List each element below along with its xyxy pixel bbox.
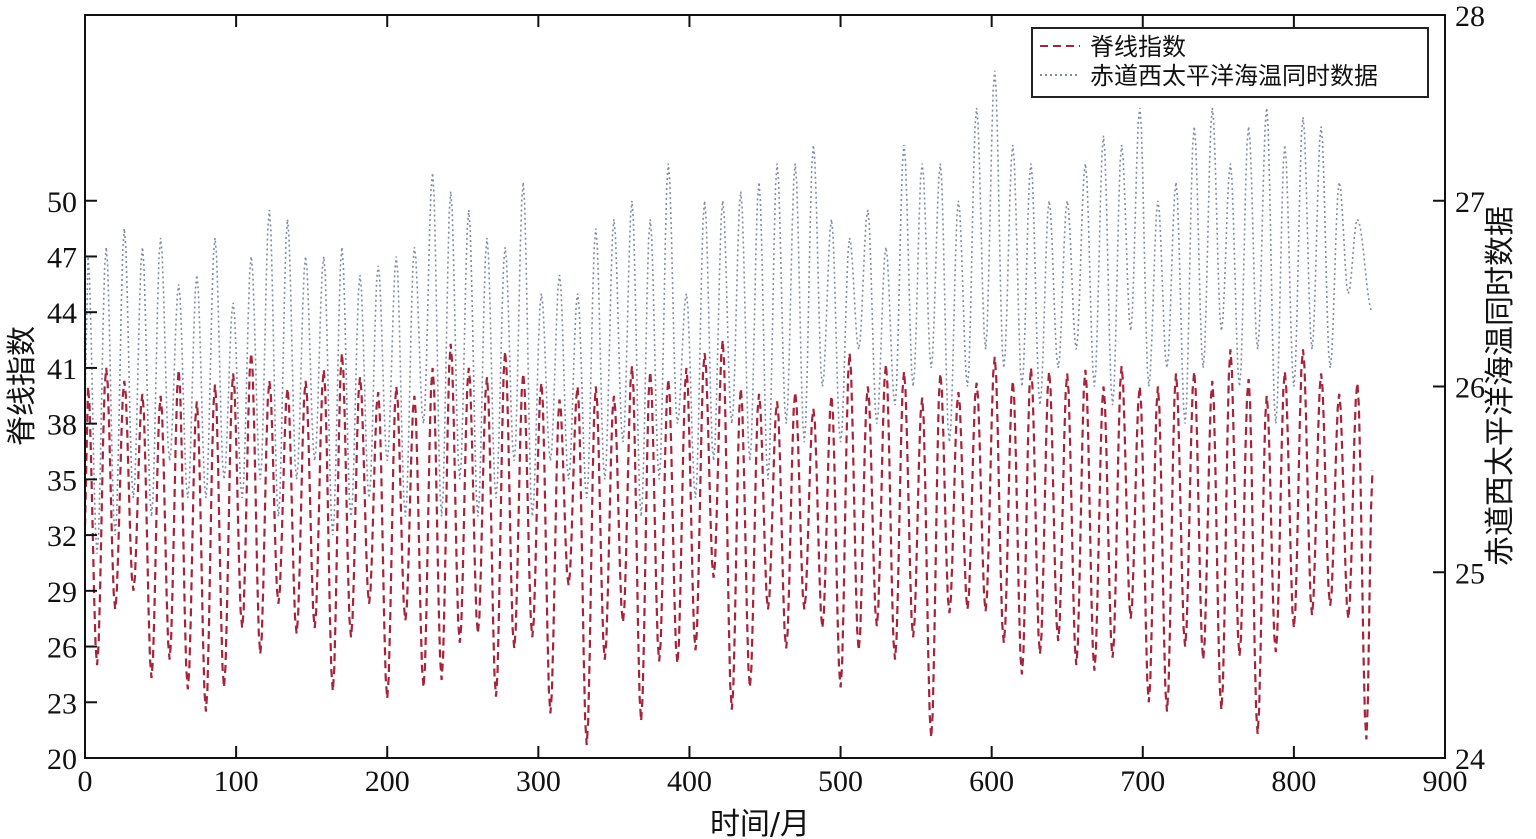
y-left-tick-label: 38 [47,409,77,442]
y-right-tick-label: 25 [1455,557,1485,590]
plot-frame [84,14,1446,759]
series-line-ridge-index [83,339,1374,746]
y-left-tick-label: 44 [47,297,77,330]
x-tick-label: 800 [1271,765,1316,798]
legend: 脊线指数 赤道西太平洋海温同时数据 [1031,27,1429,98]
y-right-tick-label: 24 [1455,743,1485,776]
x-tick-label: 900 [1423,765,1468,798]
y-left-tick-label: 50 [47,186,77,219]
legend-box [1031,27,1429,98]
x-tick-label: 500 [818,765,863,798]
y-left-tick-label: 41 [47,353,77,386]
x-tick-label: 100 [214,765,259,798]
right-axis-label: 赤道西太平洋海温同时数据 [1483,206,1518,566]
left-axis-label: 脊线指数 [5,326,40,446]
y-left-tick-label: 23 [47,687,77,720]
ticks: 0 100 200 300 400 500 600 700 800 900 20 23 26 29 32 35… [47,0,1485,798]
y-left-tick-label: 35 [47,464,77,497]
y-right-tick-label: 28 [1455,0,1485,33]
series-line-sst [84,70,1374,554]
legend-label-sst: 赤道西太平洋海温同时数据 [1090,62,1378,90]
x-tick-label: 200 [365,765,410,798]
series-lines [83,70,1374,746]
x-tick-label: 0 [78,765,93,798]
y-left-tick-label: 47 [47,241,77,274]
y-left-tick-label: 29 [47,576,77,609]
x-tick-label: 400 [667,765,712,798]
y-left-tick-label: 32 [47,520,77,553]
legend-label-ridge: 脊线指数 [1090,33,1186,61]
x-axis-label: 时间/月 [710,807,810,839]
y-left-tick-label: 26 [47,632,77,665]
y-right-tick-label: 26 [1455,372,1485,405]
y-right-tick-label: 27 [1455,186,1485,219]
x-tick-label: 600 [969,765,1014,798]
x-tick-label: 700 [1120,765,1165,798]
y-left-tick-label: 20 [47,743,77,776]
x-tick-label: 300 [516,765,561,798]
